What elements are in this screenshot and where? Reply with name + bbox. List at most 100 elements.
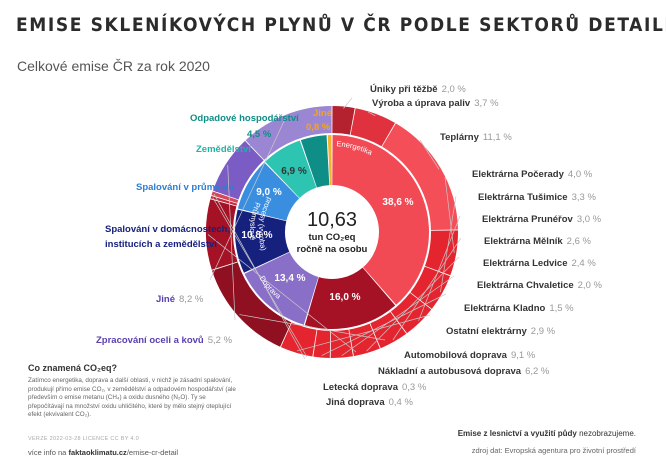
outer-label-elektrarna-kladno: Elektrárna Kladno 1,5 % <box>464 303 574 314</box>
outer-name-elektrarna-chvaletice: Elektrárna Chvaletice <box>477 280 574 291</box>
leader-nakladni-a-autobusova-doprava <box>207 234 357 353</box>
leader-jina-doprava <box>213 193 306 360</box>
inner-name-spalovani-v-domacnostech-institucich-a-zemedelstvi-1: institucích a zemědělství <box>105 239 217 250</box>
inner-name-jine: Jiné <box>313 108 332 119</box>
outer-name-automobilova-doprava: Automobilová doprava <box>404 350 508 361</box>
leader-jine <box>209 116 287 281</box>
excluded-note: Emise z lesnictví a využití půdy nezobra… <box>458 429 636 438</box>
outer-slice-uniky-pri-tezbe <box>332 106 355 135</box>
inner-slice-jine <box>327 135 332 186</box>
outer-slice-automobilova-doprava <box>212 262 292 347</box>
leader-elektrarna-ledvice <box>366 256 460 352</box>
note-question: Co znamená CO₂eq? <box>28 363 118 373</box>
leader-ostatni-elektrarny <box>296 314 431 352</box>
outer-label-elektrarna-melnik: Elektrárna Mělník 2,6 % <box>484 236 592 247</box>
inner-slice-spalovani-v-prumyslu <box>237 162 300 221</box>
outer-slice-teplarny <box>382 123 458 231</box>
outer-value-elektrarna-prunerov: 3,0 % <box>577 214 602 225</box>
inner-value-odpadove-hospodarstvi: 4,5 % <box>247 129 272 140</box>
outer-value-vyroba-a-uprava-paliv: 3,7 % <box>474 98 499 109</box>
center-value: 10,63 <box>307 209 357 231</box>
outer-slice-jine <box>245 106 332 160</box>
outer-value-elektrarna-chvaletice: 2,0 % <box>578 280 603 291</box>
outer-label-letecka-doprava: Letecká doprava 0,3 % <box>323 382 427 393</box>
outer-slice-vyroba-a-uprava-paliv <box>350 108 396 147</box>
outer-name-uniky-pri-tezbe: Úniky při těžbě <box>370 83 438 95</box>
page-subtitle: Celkové emise ČR za rok 2020 <box>17 58 210 74</box>
more-info-suffix: /emise-cr-detail <box>126 448 179 457</box>
outer-value-jine: 8,2 % <box>179 294 204 305</box>
outer-name-ostatni-elektrarny: Ostatní elektrárny <box>446 326 527 337</box>
outer-value-nakladni-a-autobusova-doprava: 6,2 % <box>525 366 550 377</box>
outer-label-jine: Jiné 8,2 % <box>156 294 204 305</box>
outer-value-automobilova-doprava: 9,1 % <box>511 350 536 361</box>
excluded-rest: nezobrazujeme. <box>576 429 636 438</box>
outer-name-elektrarna-tusimice: Elektrárna Tušimice <box>478 192 568 203</box>
outer-value-elektrarna-melnik: 2,6 % <box>567 236 592 247</box>
outer-slice-zpracovani-oceli-a-kovu <box>212 140 264 200</box>
inner-slice-prumyslove-procesy-vyroba <box>244 252 319 325</box>
outer-label-uniky-pri-tezbe: Úniky při těžbě 2,0 % <box>370 83 466 95</box>
leader-uniky-pri-tezbe <box>343 97 353 109</box>
inner-value-zemedelstvi: 6,9 % <box>281 166 307 177</box>
outer-label-elektrarna-prunerov: Elektrárna Prunéřov 3,0 % <box>482 214 602 225</box>
outer-value-teplarny: 11,1 % <box>483 132 512 143</box>
note-text: Zatímco energetika, doprava a další obla… <box>28 377 236 419</box>
leader-elektrarna-prunerov <box>418 215 461 321</box>
outer-slice-elektrarna-pocerady <box>424 230 459 276</box>
version-license: VERZE 2022-03-28 LICENCE CC BY 4.0 <box>28 436 139 442</box>
outer-label-nakladni-a-autobusova-doprava: Nákladní a autobusová doprava 6,2 % <box>378 366 550 377</box>
outer-value-jina-doprava: 0,4 % <box>389 397 414 408</box>
inner-name-spalovani-v-domacnostech-institucich-a-zemedelstvi-0: Spalování v domácnostech, <box>105 224 230 235</box>
inner-slice-energetika <box>332 135 429 305</box>
more-info-prefix: více info na <box>28 448 69 457</box>
outer-name-jine: Jiné <box>156 294 175 305</box>
outer-value-zpracovani-oceli-a-kovu: 5,2 % <box>208 335 233 346</box>
leader-automobilova-doprava <box>239 314 386 341</box>
leader-elektrarna-melnik <box>392 237 462 341</box>
outer-value-ostatni-elektrarny: 2,9 % <box>531 326 556 337</box>
inner-slice-odpadove-hospodarstvi <box>300 135 330 188</box>
outer-value-uniky-pri-tezbe: 2,0 % <box>442 84 467 95</box>
outer-label-elektrarna-chvaletice: Elektrárna Chvaletice 2,0 % <box>477 280 602 291</box>
outer-name-elektrarna-ledvice: Elektrárna Ledvice <box>483 258 568 269</box>
inner-name-zemedelstvi: Zemědělství <box>196 144 251 155</box>
inner-value-prumyslove-procesy-vyroba: 13,4 % <box>274 273 305 284</box>
outer-label-teplarny: Teplárny 11,1 % <box>440 132 512 143</box>
outer-value-letecka-doprava: 0,3 % <box>402 382 427 393</box>
outer-name-zpracovani-oceli-a-kovu: Zpracování oceli a kovů <box>96 335 204 346</box>
outer-value-elektrarna-pocerady: 4,0 % <box>568 169 593 180</box>
leader-elektrarna-chvaletice <box>341 275 455 356</box>
inner-value-energetika: 38,6 % <box>382 197 413 208</box>
outer-label-jina-doprava: Jiná doprava 0,4 % <box>326 397 413 408</box>
inner-value-spalovani-v-prumyslu: 9,0 % <box>256 187 282 198</box>
outer-name-nakladni-a-autobusova-doprava: Nákladní a autobusová doprava <box>378 366 522 377</box>
outer-name-vyroba-a-uprava-paliv: Výroba a úprava paliv <box>372 98 471 109</box>
inner-value-spalovani-v-domacnostech-institucich-a-zemedelstvi: 10,8 % <box>241 230 272 241</box>
outer-name-elektrarna-prunerov: Elektrárna Prunéřov <box>482 214 574 225</box>
outer-label-ostatni-elektrarny: Ostatní elektrárny 2,9 % <box>446 326 556 337</box>
excluded-bold: Emise z lesnictví a využití půdy <box>457 429 577 438</box>
leader-elektrarna-tusimice <box>440 195 457 293</box>
outer-name-elektrarna-pocerady: Elektrárna Počerady <box>472 169 565 180</box>
outer-name-elektrarna-kladno: Elektrárna Kladno <box>464 303 545 314</box>
center-unit: tun CO₂eq <box>309 232 356 243</box>
leader-zpracovani-oceli-a-kovu <box>227 164 236 321</box>
outer-label-elektrarna-pocerady: Elektrárna Počerady 4,0 % <box>472 169 593 180</box>
outer-name-teplarny: Teplárny <box>440 132 480 143</box>
outer-value-elektrarna-kladno: 1,5 % <box>549 303 574 314</box>
more-info: více info na faktaoklimatu.cz/emise-cr-d… <box>28 448 178 457</box>
leader-vyroba-a-uprava-paliv <box>367 111 376 117</box>
outer-name-jina-doprava: Jiná doprava <box>326 397 385 408</box>
center-caption: ročně na osobu <box>297 244 368 255</box>
data-source: zdroj dat: Evropská agentura pro životní… <box>471 446 636 455</box>
inner-slice-zemedelstvi <box>265 140 317 198</box>
page-title: EMISE SKLENÍKOVÝCH PLYNŮ V ČR PODLE SEKT… <box>16 14 666 36</box>
inner-value-jine: 0,8 % <box>306 122 331 133</box>
leader-elektrarna-kladno <box>321 293 447 356</box>
inner-name-odpadove-hospodarstvi: Odpadové hospodářství <box>190 113 299 124</box>
outer-label-automobilova-doprava: Automobilová doprava 9,1 % <box>404 350 536 361</box>
outer-value-elektrarna-ledvice: 2,4 % <box>572 258 597 269</box>
more-info-link[interactable]: faktaoklimatu.cz <box>68 448 127 457</box>
